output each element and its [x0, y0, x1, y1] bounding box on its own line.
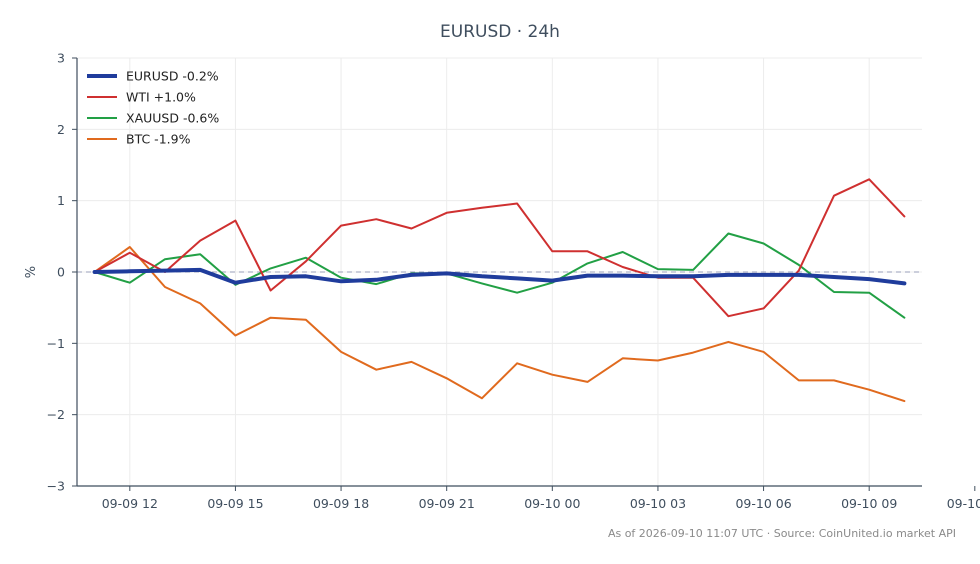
x-tick-label: 09-10 06 — [735, 496, 791, 511]
y-tick-label: −3 — [47, 479, 65, 494]
legend-label: BTC -1.9% — [126, 132, 191, 147]
x-tick-label: 09-10 03 — [630, 496, 686, 511]
chart-title: EURUSD · 24h — [440, 22, 560, 42]
source-footer: As of 2026-09-10 11:07 UTC · Source: Coi… — [607, 527, 956, 540]
x-tick-label: 09-10 09 — [841, 496, 897, 511]
x-tick-label: 09-09 18 — [313, 496, 369, 511]
y-tick-label: 0 — [57, 265, 65, 280]
legend: EURUSD -0.2% WTI +1.0% XAUUSD -0.6% BTC -1.… — [87, 69, 219, 147]
series-line-wti — [93, 178, 906, 318]
y-tick-label: 2 — [57, 122, 65, 137]
y-tick-label: 3 — [57, 51, 65, 66]
x-tick-label: 09-09 15 — [207, 496, 263, 511]
series-line-eurusd — [92, 267, 907, 286]
legend-label: WTI +1.0% — [126, 90, 196, 105]
y-axis-label: % — [24, 266, 39, 278]
x-tick-label: 09-09 21 — [419, 496, 475, 511]
y-tick-label: −1 — [47, 336, 65, 351]
series-line-btc — [93, 246, 906, 403]
series-lines — [92, 178, 907, 403]
x-tick-label: 09-10 12 — [947, 496, 980, 511]
y-tick-label: 1 — [57, 193, 65, 208]
y-tick-label: −2 — [47, 407, 65, 422]
legend-label: EURUSD -0.2% — [126, 69, 219, 84]
x-tick-label: 09-10 00 — [524, 496, 580, 511]
legend-label: XAUUSD -0.6% — [126, 111, 219, 126]
axes — [72, 57, 976, 491]
tick-labels: 3 2 1 0 −1 −2 −3 09-09 12 09-09 15 09-09 18 09-09 … — [47, 51, 980, 512]
x-tick-label: 09-09 12 — [102, 496, 158, 511]
